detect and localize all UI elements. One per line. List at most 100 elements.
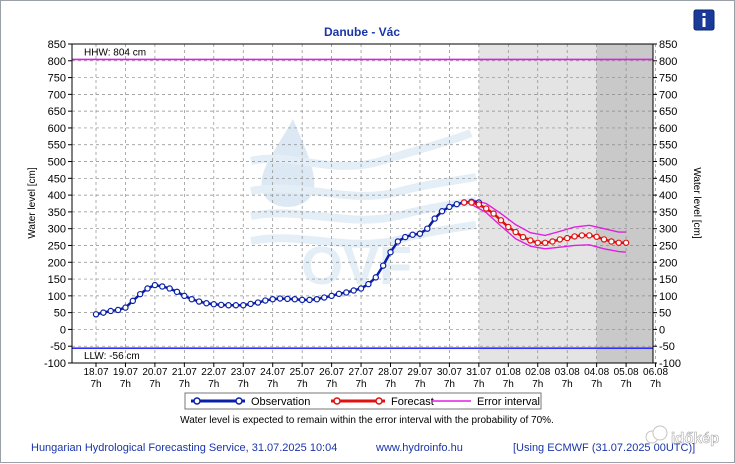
x-tick-date: 05.08 [614, 367, 639, 378]
y-tick-label-left: 100 [48, 291, 66, 303]
y-tick-label-left: 800 [48, 56, 66, 68]
y-tick-label-right: 600 [659, 123, 677, 135]
observation-point [328, 292, 335, 300]
error-interval-upper [471, 199, 627, 237]
y-tick-label-right: 750 [659, 73, 677, 85]
observation-point [357, 285, 365, 292]
y-tick-label-right: 100 [659, 291, 677, 303]
hhw-label: HHW: 804 cm [84, 47, 146, 58]
x-tick-hour: 7h [238, 379, 249, 390]
reference-lines: HHW: 804 cm LLW: -56 cm [72, 47, 653, 362]
observation-point [409, 231, 416, 238]
observation-point [100, 309, 107, 316]
x-tick-hour: 7h [179, 379, 190, 390]
observation-point [159, 283, 166, 290]
y-tick-label-right: 650 [659, 106, 677, 118]
footer-website[interactable]: www.hydroinfo.hu [375, 442, 463, 454]
forecast-point [534, 239, 541, 246]
llw-label: LLW: -56 cm [84, 351, 140, 362]
x-tick-date: 04.08 [584, 367, 609, 378]
legend-error-label: Error interval [477, 396, 540, 408]
x-tick-date: 01.08 [496, 367, 521, 378]
x-tick-hour: 7h [444, 379, 455, 390]
x-axis: 18.077h19.077h20.077h21.077h22.077h23.07… [83, 363, 668, 390]
x-tick-date: 29.07 [407, 367, 432, 378]
observation-point [372, 274, 379, 281]
y-tick-label-left: 500 [48, 157, 66, 169]
observation-point [394, 238, 402, 245]
observation-point [343, 289, 350, 296]
observation-point [335, 290, 343, 298]
observation-point [321, 294, 328, 301]
x-tick-date: 22.07 [201, 367, 226, 378]
y-tick-label-left: 850 [48, 39, 66, 51]
y-tick-label-right: 150 [659, 274, 677, 286]
info-button[interactable] [693, 9, 715, 31]
x-tick-date: 21.07 [172, 367, 197, 378]
forecast-point [622, 239, 630, 246]
idokep-watermark: időkép [645, 425, 720, 447]
observation-point [387, 248, 394, 256]
chart-title: Danube - Vác [324, 25, 400, 39]
y-tick-label-left: 200 [48, 257, 66, 269]
observation-point [313, 296, 321, 303]
x-tick-date: 23.07 [231, 367, 256, 378]
y-tick-label-left: 50 [54, 308, 66, 320]
observation-point [114, 306, 122, 314]
observation-point [379, 262, 387, 269]
observation-point [416, 230, 424, 237]
observation-point [254, 299, 262, 306]
y-tick-label-left: 450 [48, 173, 66, 185]
forecast-point [600, 236, 608, 243]
observation-point [92, 311, 100, 318]
observation-point [446, 203, 453, 211]
y-tick-label-right: 800 [659, 56, 677, 68]
info-icon-stem [702, 18, 706, 27]
y-axis-label-right: Water level [cm] [691, 167, 702, 239]
y-tick-label-left: 600 [48, 123, 66, 135]
y-tick-label-right: 500 [659, 157, 677, 169]
observation-point [306, 296, 313, 304]
y-axis-left: -100 -50 0 50 100 150 200 250 300 350 400 450 500 550… [44, 39, 72, 370]
y-tick-label-left: -100 [44, 358, 66, 370]
observation-point [144, 285, 151, 292]
watermark-text: időkép [671, 430, 719, 447]
observation-point [129, 297, 137, 305]
x-tick-date: 30.07 [437, 367, 462, 378]
observation-point [284, 295, 291, 303]
footer-model: [Using ECMWF (31.07.2025 00UTC)] [513, 442, 695, 454]
forecast-point [549, 238, 556, 245]
x-tick-hour: 7h [503, 379, 514, 390]
x-tick-hour: 7h [385, 379, 396, 390]
y-tick-label-right: 250 [659, 240, 677, 252]
y-tick-label-right: 350 [659, 207, 677, 219]
series-layer [92, 198, 630, 318]
forecast-point [460, 199, 468, 206]
y-axis-right: -100 -50 0 50 100 150 200 250 300 350 400 450 500 550… [653, 39, 681, 370]
forecast-point [490, 210, 497, 217]
observation-point [166, 285, 173, 292]
y-tick-label-right: 400 [659, 190, 677, 202]
x-tick-hour: 7h [591, 379, 602, 390]
x-tick-hour: 7h [621, 379, 632, 390]
x-tick-date: 02.08 [525, 367, 550, 378]
observation-point [151, 281, 159, 289]
legend-observation-label: Observation [251, 396, 310, 408]
y-tick-label-right: -100 [659, 358, 681, 370]
observation-point [107, 307, 114, 315]
y-tick-label-right: 450 [659, 173, 677, 185]
x-tick-date: 20.07 [142, 367, 167, 378]
legend-forecast-label: Forecast [391, 396, 434, 408]
observation-point [262, 297, 269, 304]
x-tick-hour: 7h [297, 379, 308, 390]
observation-point [136, 290, 144, 298]
y-tick-label-left: -50 [50, 341, 66, 353]
error-interval-lower [471, 203, 627, 253]
y-tick-label-right: 550 [659, 140, 677, 152]
y-tick-label-left: 750 [48, 73, 66, 85]
observation-point [122, 304, 129, 311]
legend-observation-marker-start [193, 397, 201, 405]
observation-point [217, 301, 225, 309]
x-tick-hour: 7h [149, 379, 160, 390]
x-tick-date: 19.07 [113, 367, 138, 378]
